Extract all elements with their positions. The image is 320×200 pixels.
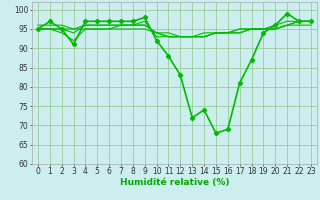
X-axis label: Humidité relative (%): Humidité relative (%) (120, 178, 229, 187)
